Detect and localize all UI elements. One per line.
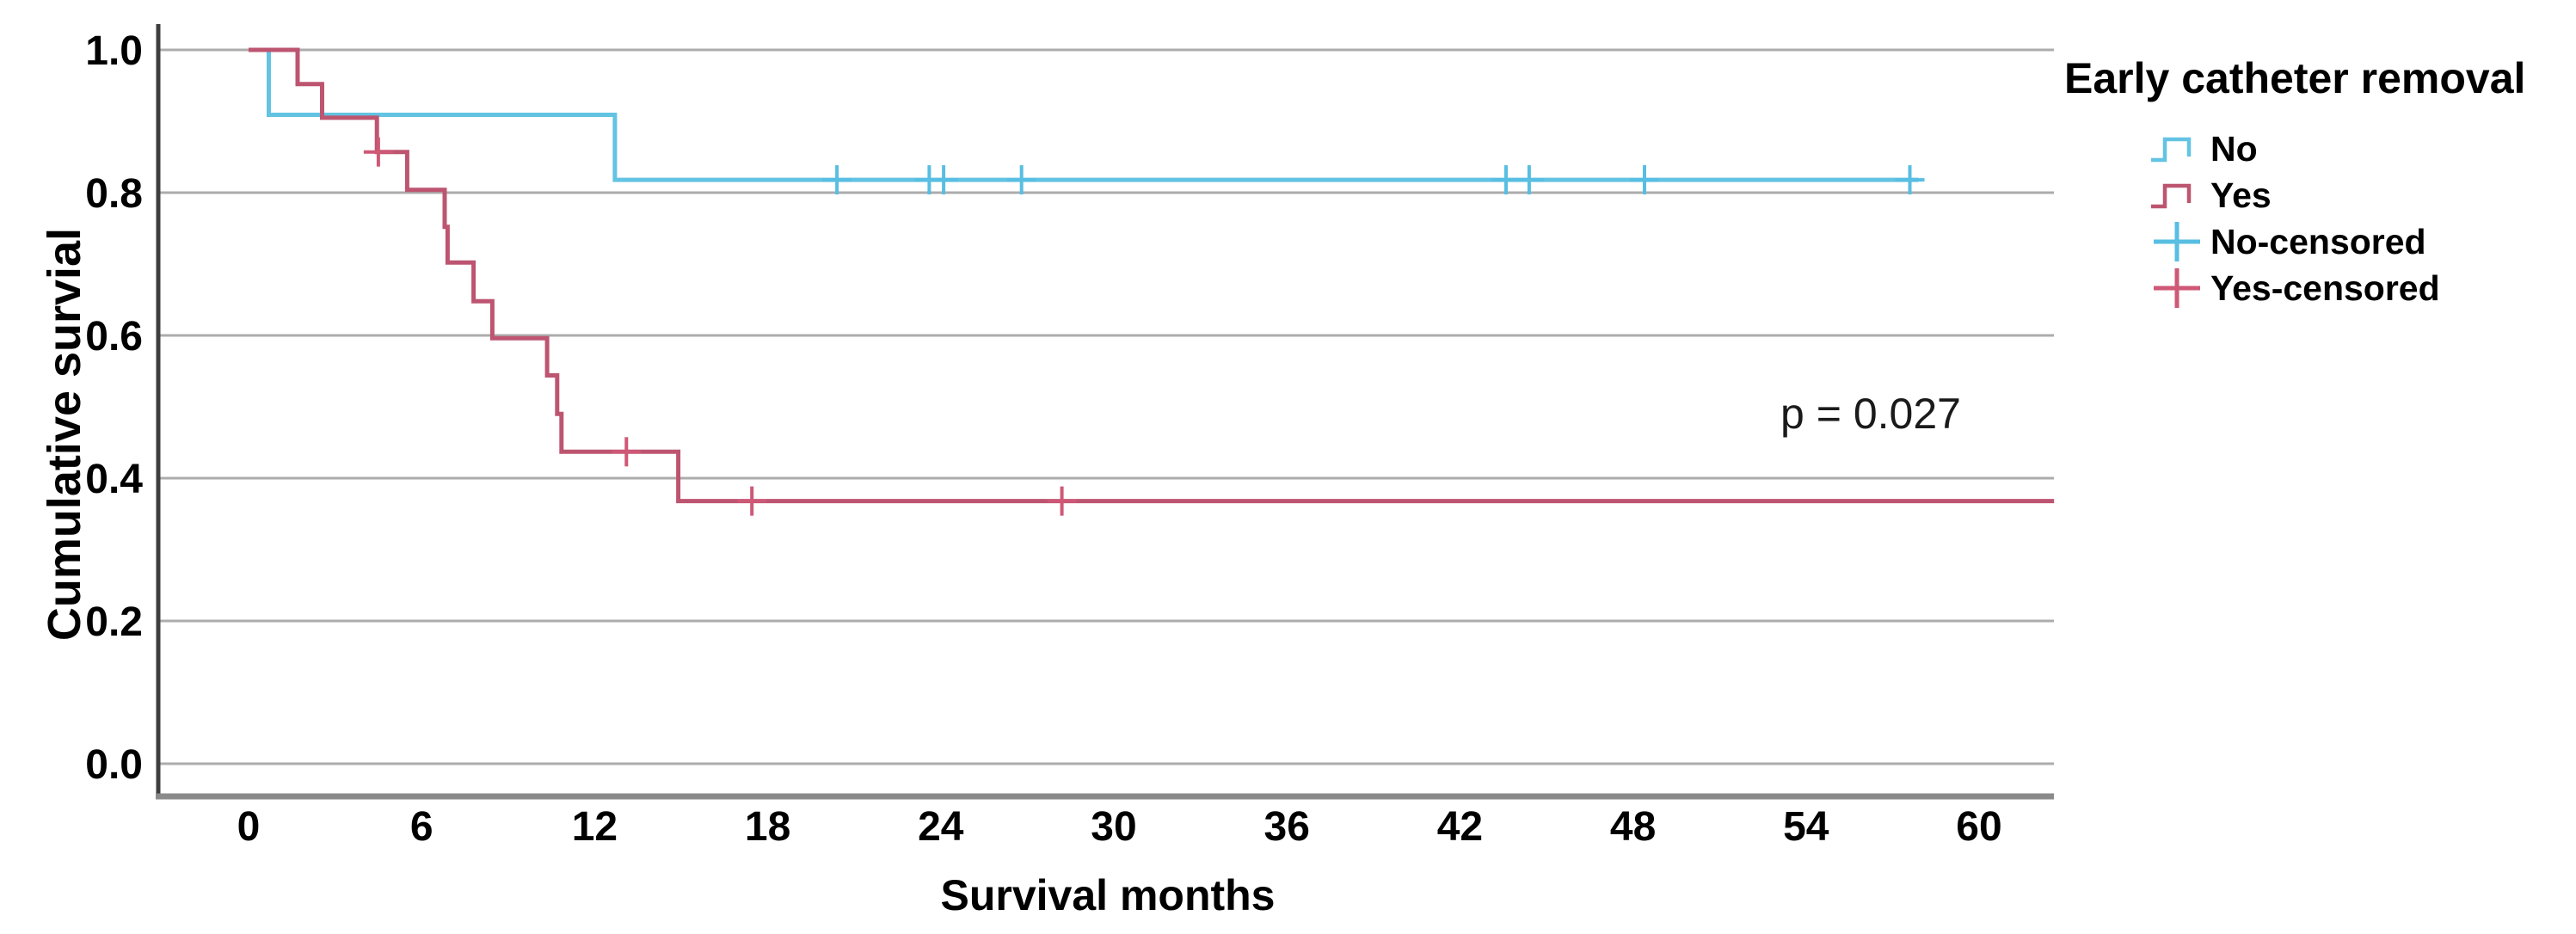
censor-marks-yes: [363, 137, 1077, 516]
y-tick-label: 0.6: [85, 314, 143, 359]
legend-item-no-censored: No-censored: [2064, 218, 2576, 265]
step-line-icon: [2151, 183, 2192, 209]
legend-item-yes: Yes: [2064, 172, 2576, 218]
y-tick-label: 1.0: [85, 28, 143, 74]
x-tick-label: 6: [410, 804, 433, 850]
x-tick-label: 42: [1437, 804, 1483, 850]
x-tick-label: 36: [1264, 804, 1310, 850]
legend-item-label: No: [2210, 128, 2258, 169]
censor-marks-no: [822, 165, 1925, 195]
y-tick-label: 0.8: [85, 171, 143, 217]
x-tick-labels: 0 6 12 18 24 30 36 42 48 54 60: [237, 804, 2002, 850]
x-tick-label: 60: [1956, 804, 2001, 850]
x-tick-label: 18: [745, 804, 790, 850]
y-tick-label: 0.2: [85, 599, 143, 645]
x-tick-label: 0: [237, 804, 261, 850]
survival-curve-no: [249, 47, 1919, 182]
y-tick-labels: 1.0 0.8 0.6 0.4 0.2 0.0: [85, 28, 143, 788]
legend-title: Early catheter removal: [2064, 54, 2526, 102]
x-tick-label: 30: [1091, 804, 1136, 850]
legend-item-yes-censored: Yes-censored: [2064, 265, 2576, 311]
legend: Early catheter removal No Yes: [2064, 53, 2576, 311]
y-tick-label: 0.4: [85, 457, 143, 502]
legend-item-label: No-censored: [2210, 221, 2426, 261]
legend-item-no: No: [2064, 126, 2576, 172]
survival-curve-yes: [249, 47, 2055, 504]
x-axis-title: Survival months: [940, 871, 1276, 919]
x-tick-label: 24: [918, 804, 964, 850]
x-tick-label: 54: [1783, 804, 1829, 850]
x-tick-label: 48: [1610, 804, 1656, 850]
legend-items: No Yes No-censored: [2064, 126, 2576, 311]
legend-item-label: Yes: [2210, 175, 2272, 215]
plus-censor-icon: [2154, 222, 2200, 261]
y-tick-label: 0.0: [85, 742, 143, 788]
x-tick-label: 12: [572, 804, 618, 850]
p-value-annotation: p = 0.027: [1780, 390, 1961, 438]
legend-item-label: Yes-censored: [2210, 267, 2440, 308]
gridlines: [158, 48, 2054, 765]
step-line-icon: [2151, 137, 2192, 163]
y-axis-title: Cumulative survial: [39, 227, 90, 642]
plus-censor-icon: [2154, 268, 2200, 308]
